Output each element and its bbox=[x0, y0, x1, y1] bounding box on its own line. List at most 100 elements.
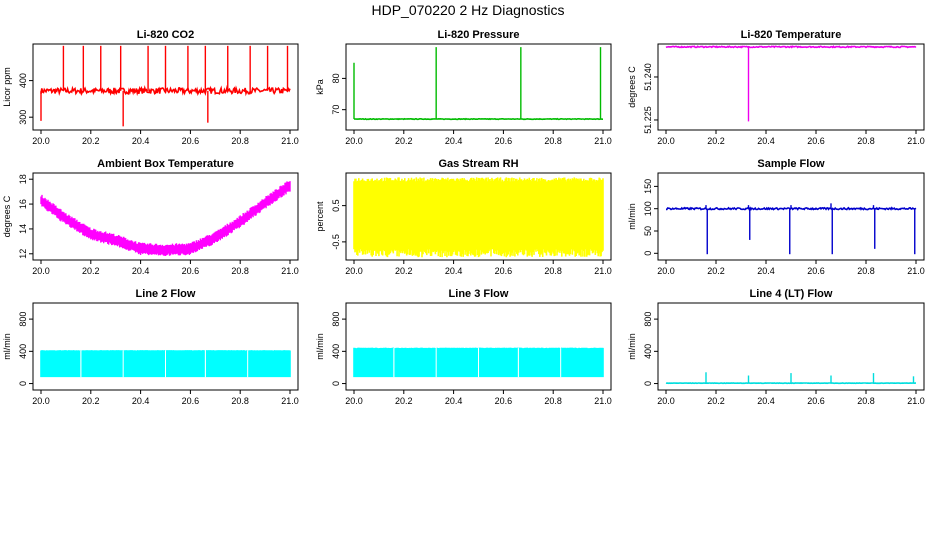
x-tick-label: 20.8 bbox=[857, 396, 875, 406]
plot-frame bbox=[345, 302, 612, 391]
x-tick-label: 20.6 bbox=[495, 396, 513, 406]
x-tick-label: 20.2 bbox=[82, 396, 100, 406]
x-tick-label: 20.2 bbox=[395, 136, 413, 146]
y-axis-label: degrees C bbox=[2, 195, 12, 237]
x-tick-label: 20.4 bbox=[132, 396, 150, 406]
chart-panel: Li-820 CO2 Licor ppm 20.0 20.2 20.4 20.6 20.8 2… bbox=[2, 29, 299, 146]
data-band bbox=[353, 347, 604, 378]
data-line bbox=[40, 84, 291, 97]
series-li-820-temperature bbox=[665, 45, 917, 122]
x-tick-label: 20.4 bbox=[757, 396, 775, 406]
chart-title: Li-820 CO2 bbox=[137, 29, 194, 41]
series-line-4-lt-flow bbox=[665, 372, 916, 385]
y-tick-label: 16 bbox=[18, 199, 28, 209]
data-band bbox=[40, 350, 291, 378]
x-tick-label: 20.4 bbox=[132, 136, 150, 146]
plot-frame bbox=[32, 172, 299, 261]
x-tick-label: 20.6 bbox=[807, 396, 825, 406]
x-tick-label: 20.0 bbox=[32, 266, 50, 276]
x-tick-label: 20.2 bbox=[707, 136, 725, 146]
y-tick-label: 50 bbox=[643, 226, 653, 236]
chart-panel: Gas Stream RH percent 20.0 20.2 20.4 20.6 20.8… bbox=[315, 158, 612, 276]
series-line-2-flow bbox=[40, 350, 291, 378]
y-tick-label: 51.240 bbox=[643, 63, 653, 91]
y-tick-label: 12 bbox=[18, 249, 28, 259]
y-tick-label: 0.5 bbox=[331, 199, 341, 212]
x-tick-label: 20.0 bbox=[345, 136, 363, 146]
x-tick-label: 20.0 bbox=[345, 396, 363, 406]
y-tick-label: 800 bbox=[643, 312, 653, 327]
chart-title: Ambient Box Temperature bbox=[97, 158, 234, 170]
series-gas-stream-rh bbox=[353, 177, 604, 258]
y-tick-label: 70 bbox=[331, 105, 341, 115]
series-li-820-pressure bbox=[353, 47, 603, 121]
figure-title: HDP_070220 2 Hz Diagnostics bbox=[371, 2, 565, 18]
x-tick-label: 20.4 bbox=[757, 136, 775, 146]
data-line bbox=[665, 45, 917, 49]
plot-frame bbox=[345, 43, 612, 131]
x-tick-label: 20.2 bbox=[82, 266, 100, 276]
series-li-820-co2 bbox=[40, 45, 291, 127]
y-tick-label: 0 bbox=[18, 381, 28, 386]
chart-title: Line 2 Flow bbox=[136, 288, 196, 300]
y-axis-label: percent bbox=[315, 201, 325, 232]
chart-panel: Ambient Box Temperature degrees C 20.0 20.2… bbox=[2, 158, 299, 276]
plot-frame bbox=[32, 302, 299, 391]
x-tick-label: 21.0 bbox=[281, 396, 299, 406]
y-tick-label: 51.225 bbox=[643, 106, 653, 134]
x-tick-label: 20.6 bbox=[807, 136, 825, 146]
y-axis-label: ml/min bbox=[2, 333, 12, 360]
chart-panel: Line 2 Flow ml/min 20.0 20.2 20.4 20.6 20.8 21.… bbox=[2, 288, 299, 406]
x-tick-label: 20.8 bbox=[544, 266, 562, 276]
data-line bbox=[353, 117, 603, 121]
y-tick-label: 0 bbox=[643, 381, 653, 386]
x-tick-label: 20.4 bbox=[445, 266, 463, 276]
series-line-3-flow bbox=[353, 347, 604, 378]
y-axis-label: Licor ppm bbox=[2, 67, 12, 107]
x-tick-label: 20.8 bbox=[231, 396, 249, 406]
chart-panel: Li-820 Temperature degrees C 20.0 20.2 20.4 2… bbox=[627, 29, 925, 146]
chart-panel: Li-820 Pressure kPa 20.0 20.2 20.4 20.6 20.8 21… bbox=[315, 29, 612, 146]
y-tick-label: 18 bbox=[18, 174, 28, 184]
y-tick-label: 0 bbox=[331, 381, 341, 386]
x-tick-label: 20.0 bbox=[345, 266, 363, 276]
x-tick-label: 20.0 bbox=[657, 266, 675, 276]
x-tick-label: 21.0 bbox=[594, 136, 612, 146]
x-tick-label: 20.0 bbox=[32, 396, 50, 406]
plot-frame bbox=[657, 302, 925, 391]
y-tick-label: 300 bbox=[18, 110, 28, 125]
x-tick-label: 21.0 bbox=[281, 136, 299, 146]
y-tick-label: 150 bbox=[643, 179, 653, 194]
y-axis-label: degrees C bbox=[627, 66, 637, 108]
y-axis-label: ml/min bbox=[627, 203, 637, 230]
series-ambient-box-temperature bbox=[40, 181, 291, 256]
x-tick-label: 21.0 bbox=[907, 136, 925, 146]
y-tick-label: 800 bbox=[18, 312, 28, 327]
x-tick-label: 20.8 bbox=[544, 136, 562, 146]
x-tick-label: 20.6 bbox=[807, 266, 825, 276]
chart-title: Li-820 Temperature bbox=[741, 29, 842, 41]
x-tick-label: 20.0 bbox=[32, 136, 50, 146]
plot-frame bbox=[32, 43, 299, 131]
x-tick-label: 20.2 bbox=[395, 266, 413, 276]
series-sample-flow bbox=[666, 203, 917, 255]
x-tick-label: 20.0 bbox=[657, 396, 675, 406]
y-tick-label: 400 bbox=[18, 344, 28, 359]
chart-title: Line 4 (LT) Flow bbox=[750, 288, 833, 300]
x-tick-label: 20.6 bbox=[495, 266, 513, 276]
x-tick-label: 20.4 bbox=[132, 266, 150, 276]
y-tick-label: 0 bbox=[643, 251, 653, 256]
chart-title: Li-820 Pressure bbox=[438, 29, 520, 41]
chart-title: Gas Stream RH bbox=[438, 158, 518, 170]
y-axis-label: ml/min bbox=[627, 333, 637, 360]
x-tick-label: 21.0 bbox=[281, 266, 299, 276]
x-tick-label: 20.6 bbox=[182, 136, 200, 146]
x-tick-label: 21.0 bbox=[594, 396, 612, 406]
x-tick-label: 20.8 bbox=[857, 136, 875, 146]
y-tick-label: 100 bbox=[643, 201, 653, 216]
chart-panel: Sample Flow ml/min 20.0 20.2 20.4 20.6 20.8 21.… bbox=[627, 158, 925, 276]
chart-title: Line 3 Flow bbox=[449, 288, 509, 300]
chart-panel: Line 4 (LT) Flow ml/min 20.0 20.2 20.4 20.6 20… bbox=[627, 288, 925, 406]
y-axis-label: ml/min bbox=[315, 333, 325, 360]
